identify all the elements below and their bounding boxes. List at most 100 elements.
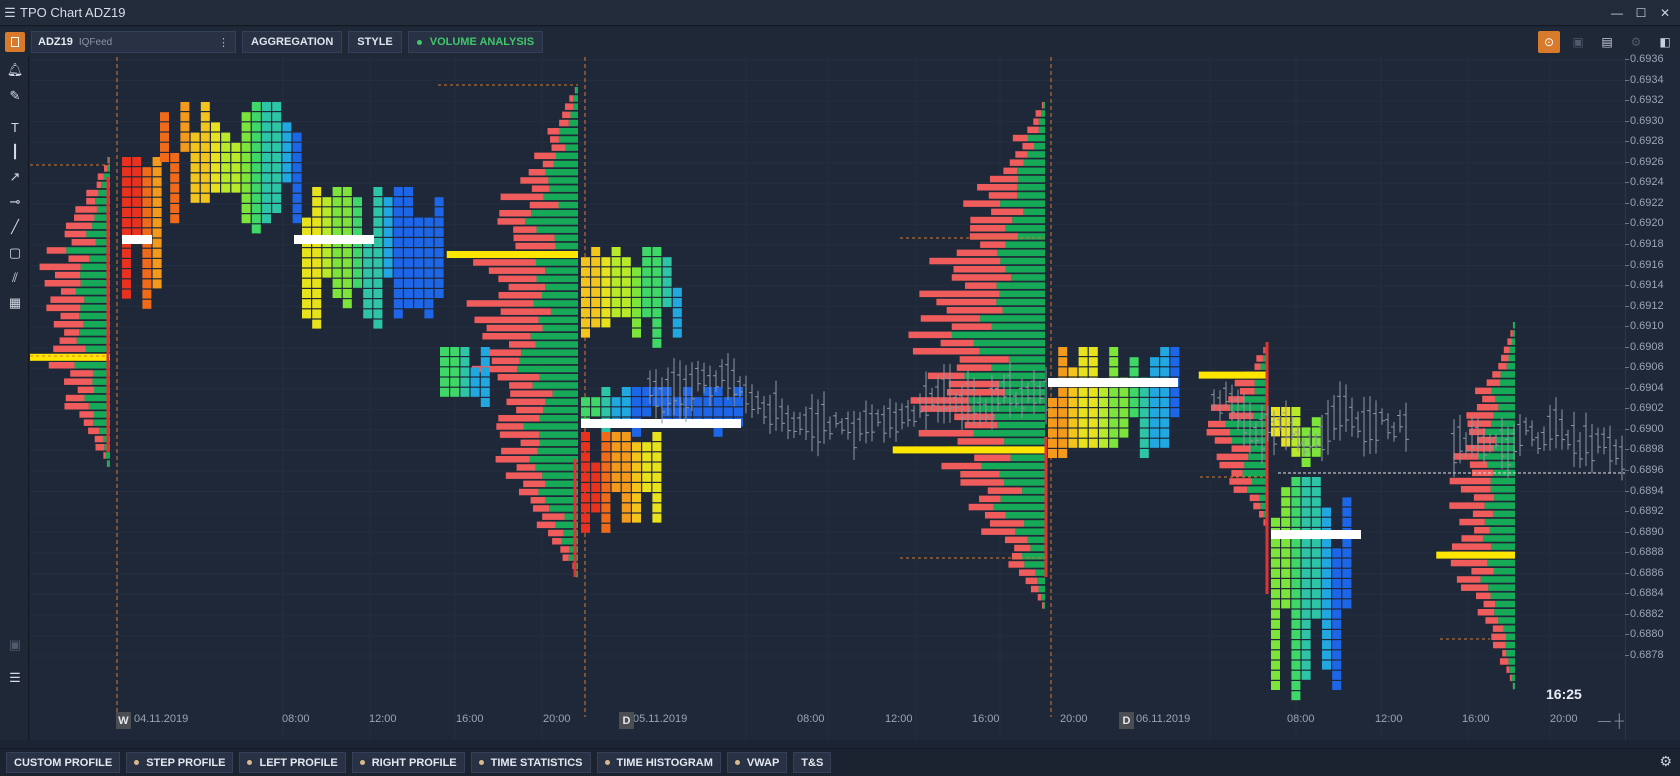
tpo-session2-letter-block [591, 462, 601, 472]
profile-session2-buy-bar [519, 357, 578, 365]
tpo-session1-letter-block [434, 197, 444, 207]
tab-step-profile[interactable]: STEP PROFILE [126, 752, 234, 773]
tpo-session1-letter-block [342, 217, 352, 227]
tpo-session1-letter-block [342, 299, 352, 309]
hamburger-menu-icon[interactable]: ☰ [4, 4, 16, 20]
tpo-session2-letter-block [601, 397, 611, 407]
alert-bell-icon[interactable]: 🔔︎ [6, 62, 24, 77]
more-options-icon[interactable]: ⋮ [218, 36, 229, 49]
tpo-session4-letter-block [1301, 517, 1311, 527]
profile-session2-sell-bar [569, 95, 574, 102]
tpo-session1-letter-block [393, 299, 403, 309]
trash-icon[interactable]: ▣ [8, 637, 22, 652]
arrow-tool-icon[interactable]: ↗ [9, 169, 21, 184]
tpo-session2-letter-block [581, 308, 590, 318]
tpo-session2-letter-block [672, 328, 682, 338]
tpo-chart-canvas[interactable] [30, 57, 1625, 740]
tpo-session3-letter-block [1150, 357, 1159, 367]
settings-icon[interactable]: ⚙ [1630, 35, 1642, 49]
tpo-session4-letter-block [1332, 558, 1342, 568]
profile-session5-sell-bar [1471, 568, 1494, 575]
tpo-session3-letter-block [1078, 367, 1088, 377]
tpo-session1-letter-block [292, 173, 302, 183]
tpo-session3-letter-block [1160, 398, 1170, 407]
profile-session3-sell-bar [989, 175, 1019, 183]
tpo-session3-letter-block [1099, 398, 1108, 407]
settings-gear-icon[interactable]: ⚙ [1659, 753, 1672, 769]
tpo-session3-letter-block [1068, 398, 1078, 407]
tpo-session2-letter-block [601, 257, 611, 267]
template-icon[interactable]: ▤ [1601, 35, 1613, 49]
zoom-controls[interactable]: — ┼ [1598, 713, 1624, 728]
profile-session3-sell-bar [991, 208, 1024, 216]
tab-left-profile[interactable]: LEFT PROFILE [239, 752, 346, 773]
tpo-session1-letter-block [393, 289, 403, 298]
tpo-session1-letter-block [122, 289, 131, 299]
tpo-session3-letter-block [1109, 398, 1119, 407]
profile-session2-buy-bar [529, 456, 578, 463]
tab-t-s[interactable]: T&S [793, 752, 832, 773]
profile-session2-sell-bar [559, 119, 569, 127]
horizontal-line-icon[interactable]: ⊸ [9, 194, 21, 209]
tpo-session4-letter-block [1311, 599, 1321, 609]
tpo-session1-letter-block [480, 387, 490, 397]
tab-custom-profile[interactable]: CUSTOM PROFILE [6, 752, 121, 773]
pencil-icon[interactable]: ✎ [9, 88, 21, 103]
tpo-session3-letter-block [1109, 418, 1119, 428]
tpo-session1-letter-block [363, 309, 373, 319]
profile-session1-buy-bar [98, 427, 110, 435]
side-panel-icon[interactable]: ◧ [1659, 35, 1671, 49]
time-tick-label: 06.11.2019 [1136, 713, 1191, 725]
tab-vwap[interactable]: VWAP [726, 752, 788, 773]
tpo-session4-letter-block [1291, 681, 1301, 690]
tpo-session4-letter-block [1291, 558, 1301, 568]
minimize-icon[interactable]: — [1611, 6, 1623, 20]
tpo-session2-letter-block [642, 257, 652, 267]
tpo-session4-letter-block [1322, 650, 1331, 660]
text-tool-icon[interactable]: T [11, 119, 19, 135]
aggregation-button[interactable]: AGGREGATION [242, 31, 343, 53]
panel-toggle-button[interactable] [5, 32, 25, 52]
vertical-line-icon[interactable]: ┃ [11, 144, 19, 159]
tpo-session1-letter-block [424, 258, 434, 268]
profile-session3-buy-bar [999, 290, 1045, 298]
profile-session2-sell-bar [530, 497, 545, 504]
profile-tool-icon[interactable]: ▦ [8, 295, 22, 310]
tpo-chart-area[interactable] [30, 57, 1625, 740]
tpo-session3-letter-block [1129, 357, 1139, 367]
trend-line-icon[interactable]: ╱ [11, 219, 19, 234]
tab-time-histogram[interactable]: TIME HISTOGRAM [596, 752, 721, 773]
tpo-session4-letter-block [1281, 538, 1291, 548]
tpo-session1-letter-block [383, 238, 393, 247]
maximize-icon[interactable]: ☐ [1635, 6, 1647, 20]
bar-countdown: 16:25 [1546, 686, 1582, 702]
tpo-session2-letter-block [591, 247, 601, 256]
tab-time-statistics[interactable]: TIME STATISTICS [470, 752, 591, 773]
tpo-session2-letter-block [693, 407, 703, 417]
profile-session3-buy-bar [1030, 544, 1045, 552]
style-button[interactable]: STYLE [348, 31, 402, 53]
list-icon[interactable]: ☰ [9, 670, 21, 685]
tpo-session4-letter-block [1291, 599, 1301, 609]
rectangle-tool-icon[interactable]: ▢ [8, 245, 22, 260]
tpo-session1-letter-block [190, 173, 200, 183]
tpo-session3-letter-block [1150, 438, 1159, 448]
profile-session3-sell-bar [1012, 134, 1028, 142]
volume-analysis-button[interactable]: VOLUME ANALYSIS [407, 31, 544, 53]
profile-session2-sell-bar [528, 169, 546, 176]
tpo-session4-letter-block [1281, 589, 1291, 599]
tpo-session1-letter-block [142, 269, 152, 279]
symbol-selector[interactable]: ADZ19 IQFeed ⋮ [31, 31, 236, 53]
tpo-session1-letter-block [122, 177, 131, 187]
tpo-session1-letter-block [332, 278, 342, 288]
search-zoom-icon[interactable]: ⊙ [1538, 31, 1560, 53]
tpo-session1-letter-block [342, 248, 352, 258]
lock-icon[interactable]: ▣ [1572, 35, 1584, 49]
tpo-session1-letter-block [373, 319, 383, 329]
close-icon[interactable]: ✕ [1659, 6, 1671, 20]
price-axis[interactable]: 0.6936 0.6934 0.6932 0.6930 0.6928 0.6926 0.69… [1625, 53, 1680, 740]
tab-right-profile[interactable]: RIGHT PROFILE [351, 752, 465, 773]
tpo-session2-letter-block [601, 523, 611, 533]
tpo-session3-letter-block [1058, 438, 1068, 448]
fibonacci-icon[interactable]: ⫽ [12, 270, 18, 285]
